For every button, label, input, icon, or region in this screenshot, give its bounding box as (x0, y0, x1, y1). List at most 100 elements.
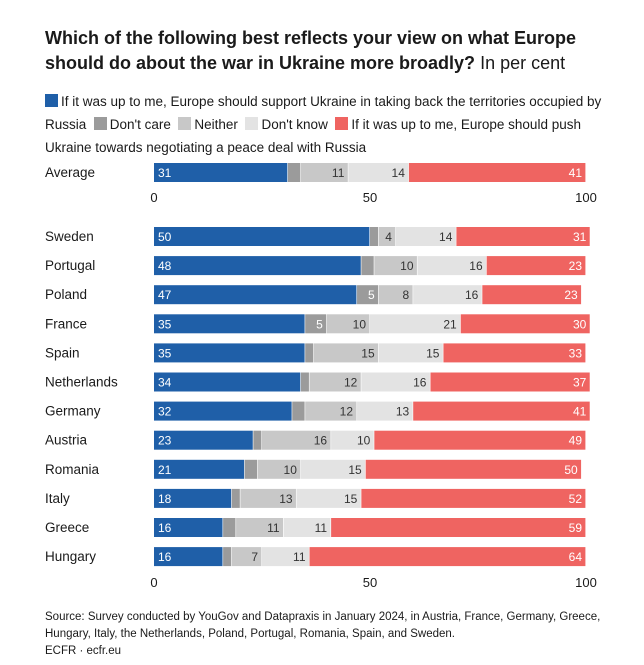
bar-label-romania-negotiate: 50 (564, 463, 578, 477)
credit-text: ECFR · ecfr.eu (45, 645, 122, 657)
bar-label-austria-negotiate: 49 (569, 434, 583, 448)
bar-netherlands-negotiate (430, 372, 590, 392)
bar-hungary-neither (231, 547, 262, 567)
legend-label-dont-care: Don't care (109, 117, 171, 132)
bar-label-spain-dont-know: 15 (426, 346, 440, 360)
bar-average-support (154, 163, 288, 182)
source-note: Source: Survey conducted by YouGov and D… (45, 609, 615, 660)
bar-label-germany-dont-know: 13 (396, 405, 410, 419)
legend-swatch-negotiate (335, 117, 349, 130)
bar-portugal-dont-care (361, 256, 374, 276)
bar-label-france-negotiate: 30 (573, 317, 587, 331)
bar-label-netherlands-neither: 12 (344, 376, 358, 390)
bar-spain-negotiate (443, 343, 586, 363)
bar-poland-dont-care (357, 285, 379, 305)
bar-label-poland-support: 47 (158, 288, 172, 302)
row-label-germany: Germany (45, 404, 101, 419)
bar-romania-dont-care (244, 459, 258, 479)
bar-label-average-neither: 11 (332, 166, 345, 180)
legend-swatch-support (45, 94, 58, 107)
bar-austria-dont-know (331, 430, 374, 450)
row-label-portugal: Portugal (45, 258, 95, 273)
bar-france-dont-care (305, 314, 327, 334)
bar-average-dont-care (287, 163, 301, 182)
row-label-france: France (45, 316, 87, 331)
bar-label-poland-dont-care: 5 (368, 288, 375, 302)
bar-netherlands-dont-care (300, 372, 309, 392)
bar-greece-dont-know (283, 518, 331, 537)
bar-sweden-dont-know (395, 227, 456, 246)
bar-spain-dont-know (378, 343, 443, 363)
legend-item-negotiate: If it was up to me, Europe should push U… (45, 117, 581, 155)
bar-romania-dont-know (300, 459, 366, 479)
bar-label-spain-negotiate: 33 (569, 346, 583, 360)
source-text: Source: Survey conducted by YouGov and D… (45, 611, 601, 640)
row-label-italy: Italy (45, 491, 70, 506)
bar-austria-negotiate (374, 430, 586, 450)
bar-label-portugal-negotiate: 23 (569, 259, 583, 273)
bar-label-italy-dont-know: 15 (344, 492, 358, 506)
bar-netherlands-neither (309, 372, 361, 392)
bar-average-neither (300, 163, 348, 182)
bar-label-average-support: 31 (158, 166, 172, 180)
row-label-netherlands: Netherlands (45, 375, 118, 390)
bar-spain-neither (313, 343, 379, 363)
bar-france-neither (326, 314, 370, 334)
row-label-hungary: Hungary (45, 549, 96, 564)
legend: If it was up to me, Europe should suppor… (45, 90, 605, 159)
bar-sweden-neither (378, 227, 396, 246)
bar-austria-dont-care (253, 430, 262, 450)
x-tick-main-50: 50 (363, 575, 377, 590)
bar-label-hungary-dont-know: 11 (293, 550, 306, 564)
bar-label-poland-dont-know: 16 (465, 288, 479, 302)
bar-italy-dont-know (296, 488, 361, 508)
bar-italy-neither (240, 488, 296, 508)
bar-label-germany-neither: 12 (340, 405, 354, 419)
bar-portugal-dont-know (417, 256, 487, 276)
row-label-sweden: Sweden (45, 229, 94, 244)
bar-france-dont-know (370, 314, 461, 334)
bar-italy-support (154, 488, 232, 508)
bar-label-austria-support: 23 (158, 434, 172, 448)
legend-item-neither: Neither (178, 117, 238, 132)
bar-label-italy-neither: 13 (279, 492, 293, 506)
bar-france-negotiate (460, 314, 590, 334)
bar-greece-dont-care (223, 518, 236, 537)
bar-romania-support (154, 459, 245, 479)
bar-poland-neither (378, 285, 413, 305)
legend-item-support: If it was up to me, Europe should suppor… (45, 94, 601, 132)
chart-title: Which of the following best reflects you… (45, 26, 615, 76)
row-label-romania: Romania (45, 462, 100, 477)
legend-label-dont-know: Don't know (261, 117, 328, 132)
legend-label-neither: Neither (194, 117, 238, 132)
bar-average-negotiate (408, 163, 586, 182)
legend-item-dont-care: Don't care (93, 117, 171, 132)
bar-label-sweden-dont-know: 14 (439, 230, 453, 244)
legend-label-negotiate: If it was up to me, Europe should push U… (45, 117, 581, 155)
bar-italy-dont-care (231, 488, 240, 508)
bar-label-italy-support: 18 (158, 492, 172, 506)
bar-germany-dont-care (292, 401, 305, 421)
legend-item-dont-know: Don't know (245, 117, 328, 132)
bar-greece-support (154, 518, 223, 537)
bar-label-portugal-neither: 10 (400, 259, 414, 273)
legend-swatch-dont-care (93, 117, 107, 130)
bar-austria-neither (262, 430, 331, 450)
x-tick-main-100: 100 (575, 575, 597, 590)
bar-portugal-support (154, 256, 361, 276)
bar-portugal-neither (374, 256, 417, 276)
bar-germany-support (154, 401, 292, 421)
bar-label-average-dont-know: 14 (392, 166, 406, 180)
row-label-spain: Spain (45, 345, 80, 360)
bar-label-italy-negotiate: 52 (569, 492, 583, 506)
bar-label-france-dont-know: 21 (443, 317, 457, 331)
bar-poland-negotiate (482, 285, 582, 305)
bar-label-poland-negotiate: 23 (564, 288, 578, 302)
bar-label-hungary-negotiate: 64 (569, 550, 583, 564)
bar-label-greece-negotiate: 59 (569, 521, 583, 535)
bar-greece-neither (236, 518, 283, 537)
legend-swatch-dont-know (245, 117, 259, 130)
bar-poland-support (154, 285, 357, 305)
bar-label-portugal-dont-know: 16 (469, 259, 483, 273)
